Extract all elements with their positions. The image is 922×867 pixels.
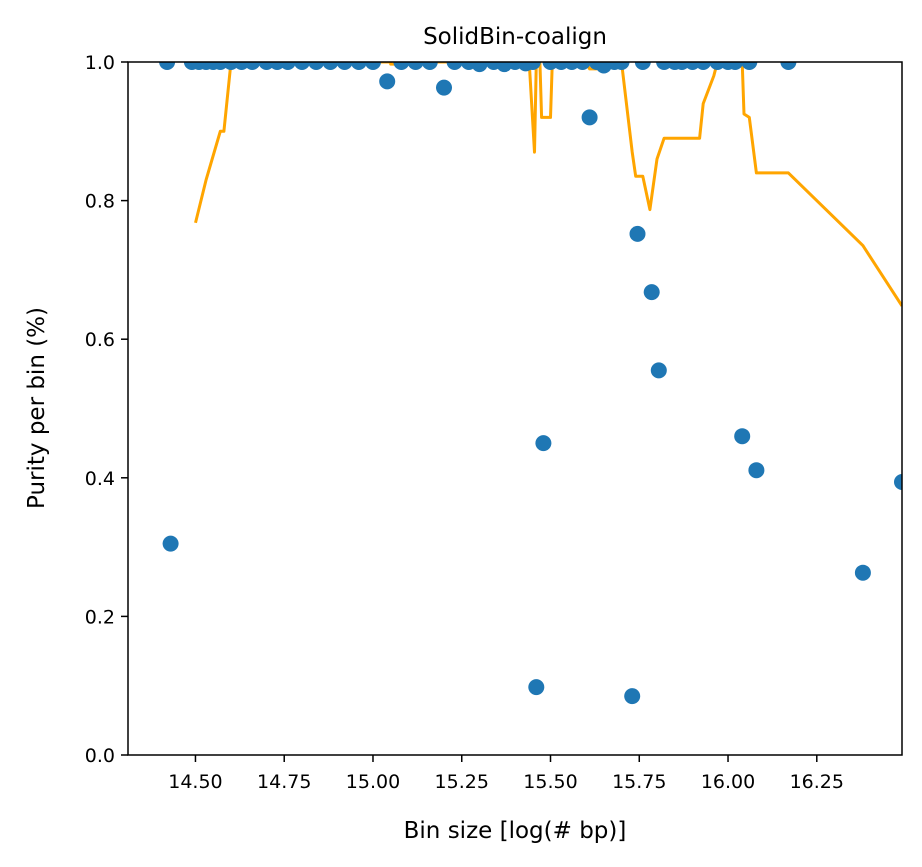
data-point <box>308 62 325 70</box>
data-point <box>159 62 176 70</box>
y-tick-label: 0.2 <box>85 606 115 628</box>
data-point <box>650 362 667 379</box>
data-point <box>748 462 765 479</box>
x-tick-label: 15.75 <box>612 771 666 793</box>
data-point <box>780 62 797 70</box>
x-tick-label: 15.50 <box>523 771 577 793</box>
plot-marks <box>159 62 902 705</box>
data-point <box>279 62 296 70</box>
x-tick-label: 14.75 <box>257 771 311 793</box>
data-point <box>624 688 641 705</box>
x-tick-label: 16.00 <box>701 771 755 793</box>
tick-marks: 14.50 14.75 15.00 15.25 15.50 15.75 16.00 16.25… <box>85 52 844 793</box>
data-point <box>365 62 381 70</box>
data-point <box>581 109 598 126</box>
data-point <box>613 62 630 70</box>
data-point <box>162 535 179 552</box>
data-point <box>734 428 751 445</box>
data-point <box>436 79 452 96</box>
data-point <box>695 62 712 70</box>
plot-frame <box>127 61 903 756</box>
y-tick-label: 1.0 <box>85 52 115 74</box>
y-tick-label: 0.4 <box>85 468 115 490</box>
data-point <box>446 62 463 70</box>
y-tick-label: 0.6 <box>85 329 115 351</box>
data-point <box>634 62 651 70</box>
y-tick-label: 0.8 <box>85 191 115 213</box>
y-tick-label: 0.0 <box>85 745 115 767</box>
data-point <box>741 62 758 70</box>
data-point <box>643 284 660 301</box>
data-point <box>407 62 424 70</box>
data-point <box>350 62 367 70</box>
data-point <box>244 62 261 70</box>
data-point <box>535 435 552 452</box>
data-point <box>471 62 488 73</box>
data-point <box>528 679 545 696</box>
y-axis-title: Purity per bin (%) <box>24 307 50 509</box>
x-tick-label: 16.25 <box>790 771 844 793</box>
data-point <box>379 73 396 90</box>
data-point <box>336 62 353 70</box>
data-point <box>524 62 541 70</box>
data-point <box>421 62 438 70</box>
data-point <box>322 62 339 70</box>
data-point <box>727 62 744 70</box>
x-axis-title: Bin size [log(# bp)] <box>404 818 627 844</box>
data-point <box>629 225 646 242</box>
data-point <box>894 474 902 490</box>
chart-title: SolidBin-coalign <box>423 24 607 50</box>
data-point <box>294 62 310 70</box>
data-point <box>854 564 871 581</box>
data-point <box>574 62 591 70</box>
x-tick-label: 14.50 <box>168 771 222 793</box>
x-tick-label: 15.00 <box>346 771 400 793</box>
data-point <box>393 62 410 70</box>
x-tick-label: 15.25 <box>435 771 489 793</box>
